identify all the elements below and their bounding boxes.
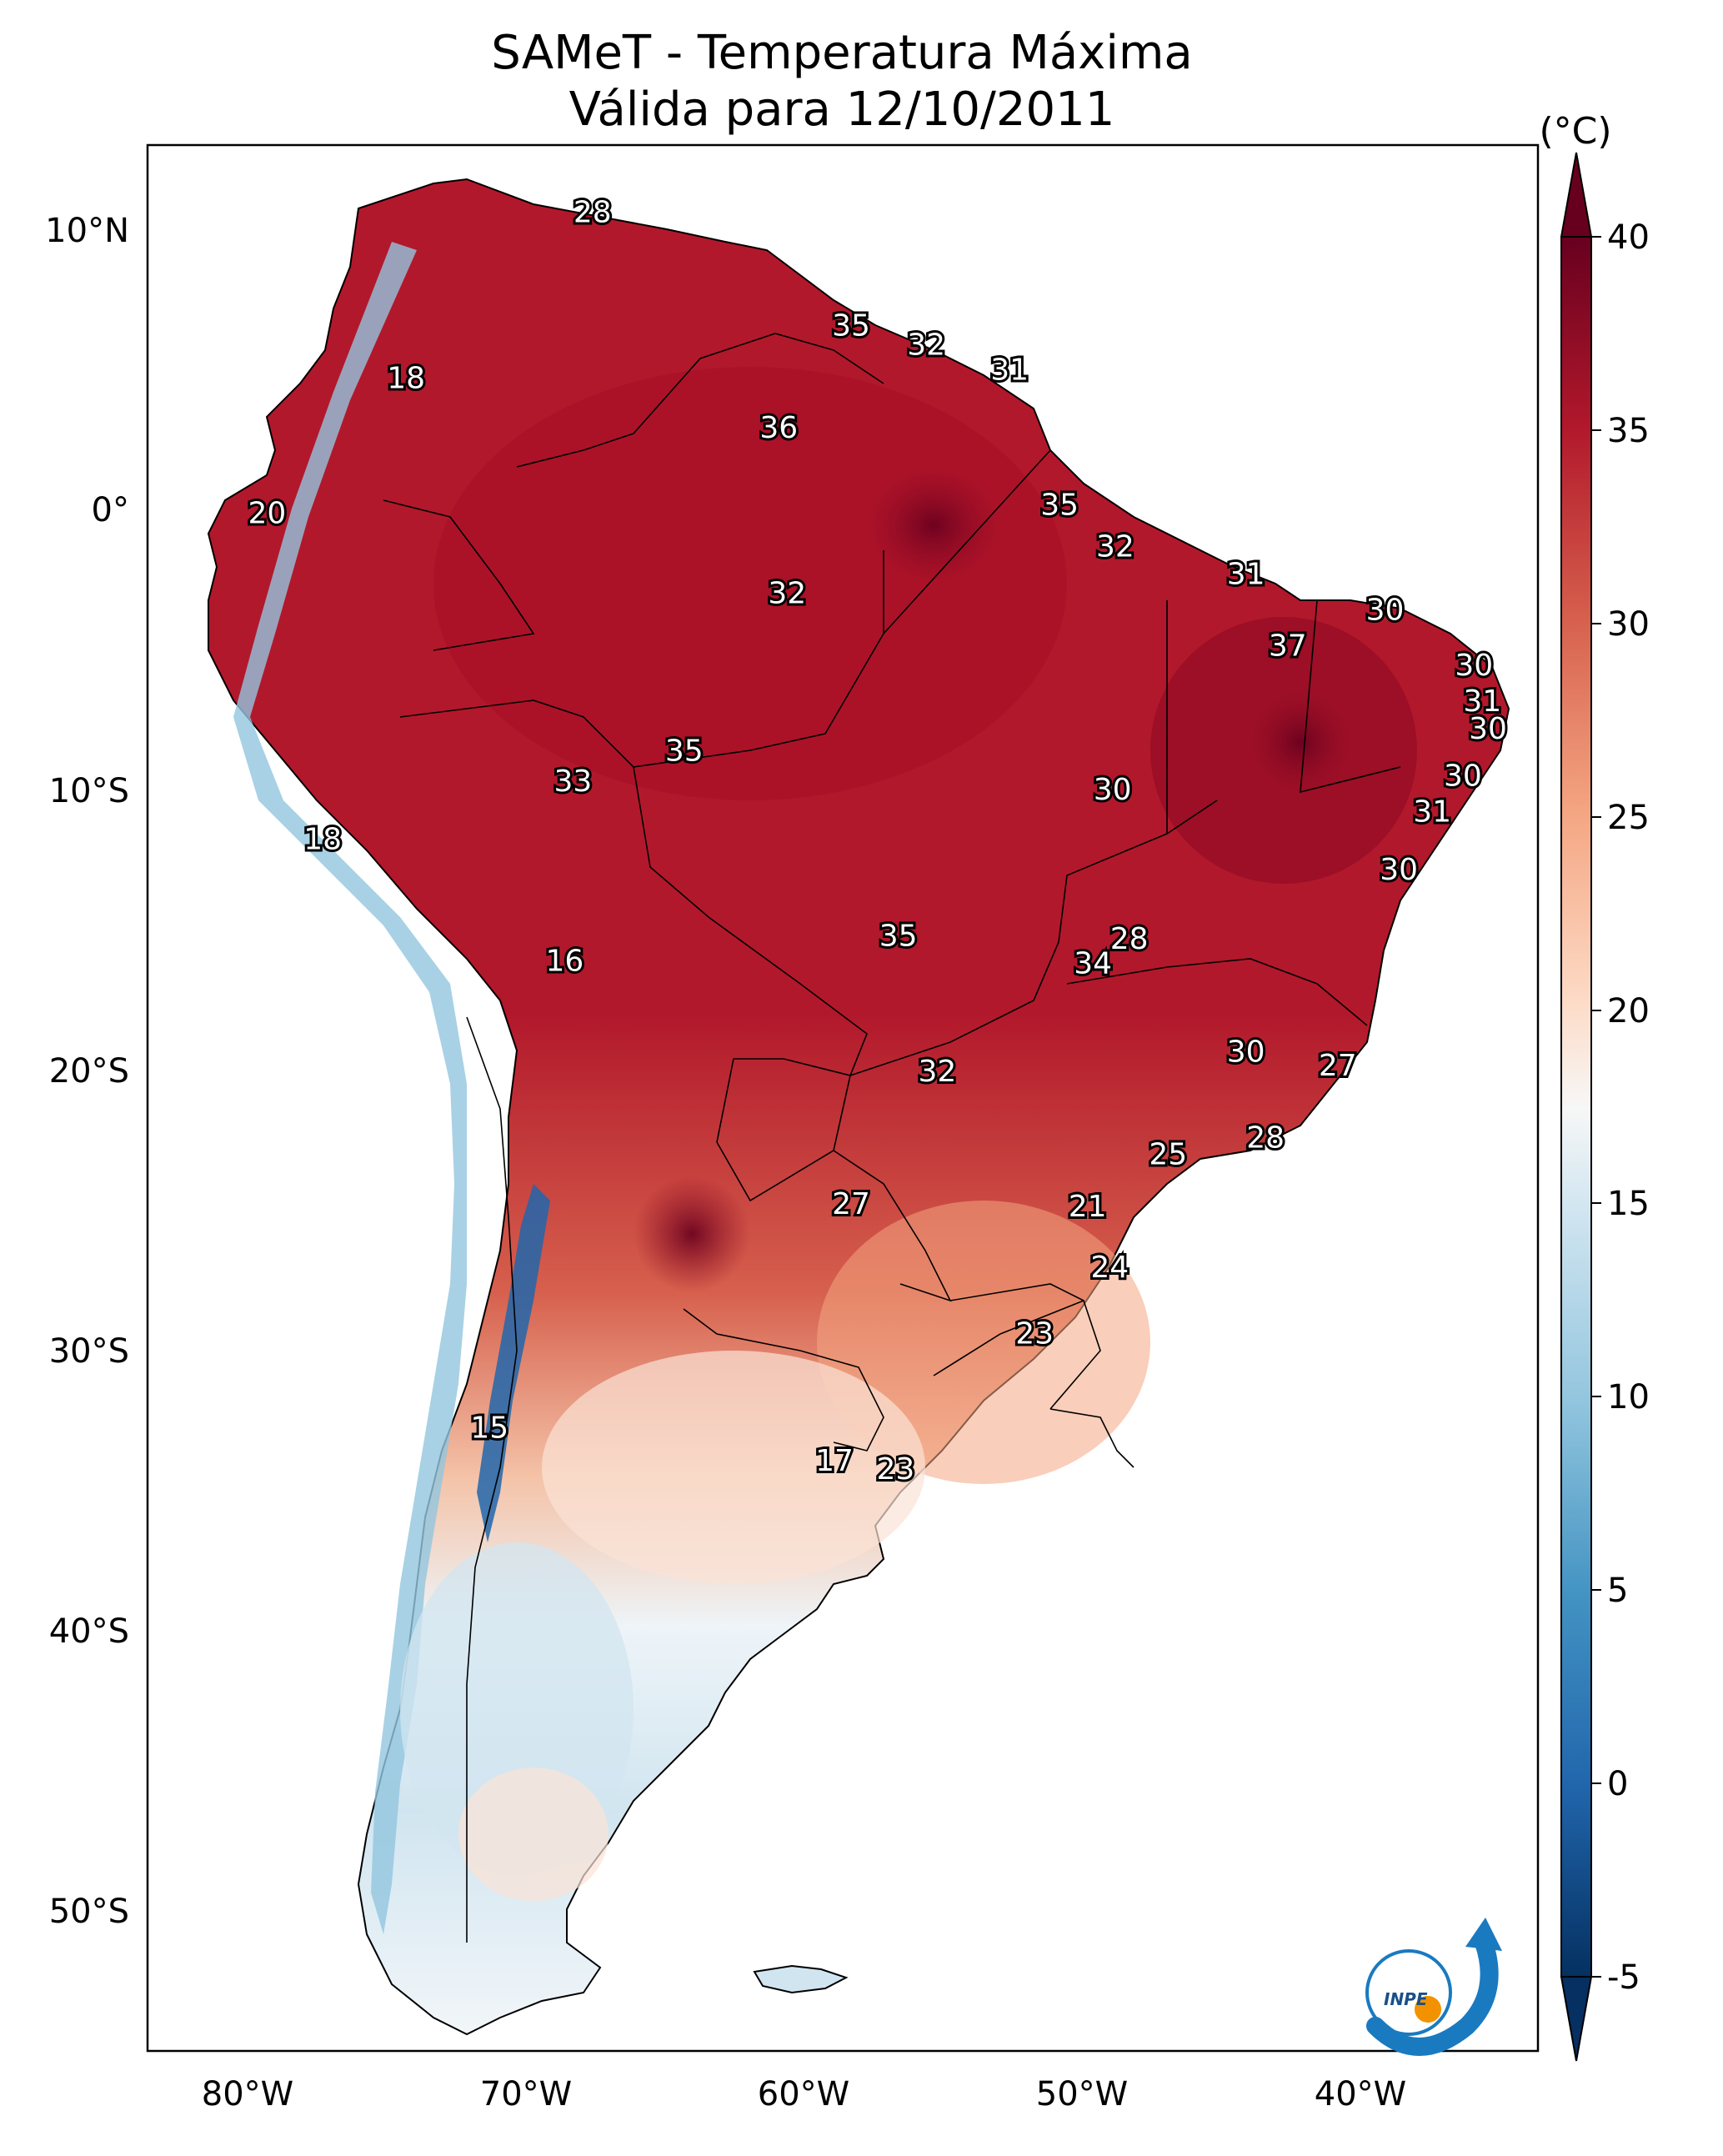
temperature-value-label: 35 xyxy=(665,735,704,769)
lon-tick-label: 50°W xyxy=(1036,2075,1128,2113)
colorbar-tick-label: 30 xyxy=(1607,605,1650,644)
lon-tick-label: 70°W xyxy=(480,2075,572,2113)
temperature-value-label: 30 xyxy=(1444,759,1482,793)
hot-region-amazon xyxy=(433,367,1067,800)
temperature-value-label: 31 xyxy=(1227,558,1265,592)
inpe-logo-ring xyxy=(1365,1949,1452,2036)
mild-region-pampas xyxy=(542,1351,925,1584)
map-title-line2: Válida para 12/10/2011 xyxy=(569,83,1115,137)
temperature-value-label: 28 xyxy=(1110,922,1149,956)
temperature-value-label: 25 xyxy=(1149,1137,1187,1171)
patagonia-mild-region xyxy=(458,1767,609,1901)
temperature-value-label: 18 xyxy=(387,361,425,395)
temperature-value-label: 36 xyxy=(759,411,798,445)
colorbar-tick-label: 0 xyxy=(1607,1765,1628,1803)
colorbar-tick-label: 25 xyxy=(1607,799,1650,837)
temperature-value-label: 30 xyxy=(1094,773,1132,807)
temperature-value-label: 24 xyxy=(1090,1251,1129,1285)
temperature-value-label: 15 xyxy=(470,1411,508,1445)
temperature-value-label: 30 xyxy=(1455,649,1493,683)
colorbar-tick-label: -5 xyxy=(1607,1958,1640,1997)
temperature-value-label: 32 xyxy=(918,1055,956,1089)
lat-tick-label: 50°S xyxy=(49,1893,129,1931)
temperature-value-label: 30 xyxy=(1227,1035,1265,1070)
lat-tick-label: 40°S xyxy=(49,1612,129,1651)
temperature-value-label: 32 xyxy=(1096,529,1134,564)
temperature-value-label: 33 xyxy=(553,765,592,799)
map-title-line1: SAMeT - Temperatura Máxima xyxy=(491,26,1193,80)
country-borders xyxy=(383,333,1401,1943)
temperature-value-label: 35 xyxy=(879,920,918,954)
temperature-value-label: 34 xyxy=(1074,947,1112,981)
hot-core-amazon xyxy=(867,467,1000,584)
colorbar: (°C) 40 35 30 25 20 15 10 5 0 -5 xyxy=(1539,110,1650,2062)
temperature-value-label: 27 xyxy=(1319,1049,1357,1083)
temperature-value-label: 16 xyxy=(545,944,584,978)
temperature-value-label: 31 xyxy=(990,353,1029,387)
colorbar-tick-label: 35 xyxy=(1607,412,1650,450)
colorbar-gradient xyxy=(1560,236,1592,1978)
temperature-value-label: 23 xyxy=(1015,1317,1054,1351)
temperature-value-label: 30 xyxy=(1469,712,1507,746)
colorbar-tick-label: 20 xyxy=(1607,992,1650,1030)
colorbar-tick-label: 15 xyxy=(1607,1185,1650,1223)
temperature-value-label: 37 xyxy=(1269,629,1307,664)
temperature-value-label: 35 xyxy=(1040,489,1079,523)
temperature-value-label: 20 xyxy=(248,497,286,531)
inpe-logo-orange-dot xyxy=(1415,1996,1441,2023)
lat-tick-label: 30°S xyxy=(49,1332,129,1371)
colorbar-top-extension xyxy=(1560,152,1593,238)
hot-core-chaco xyxy=(634,1176,750,1292)
colorbar-tick-label: 40 xyxy=(1607,218,1650,257)
inpe-logo-arrow-icon xyxy=(1465,1918,1502,1951)
temperature-value-label: 27 xyxy=(832,1187,870,1221)
lon-tick-label: 40°W xyxy=(1315,2075,1406,2113)
temperature-value-label: 32 xyxy=(907,328,945,363)
lon-tick-label: 60°W xyxy=(758,2075,849,2113)
temperature-value-label: 32 xyxy=(768,577,806,611)
map-frame xyxy=(146,143,1540,2053)
temperature-value-label: 28 xyxy=(1246,1121,1285,1155)
temperature-value-label: 30 xyxy=(1366,594,1405,628)
andes-very-cold-core xyxy=(477,1184,550,1542)
lat-tick-label: 10°N xyxy=(45,212,129,250)
temperature-value-label: 21 xyxy=(1069,1190,1107,1224)
temperature-value-label: 23 xyxy=(876,1452,914,1487)
colorbar-unit-label: (°C) xyxy=(1539,110,1611,153)
hot-core-piaui xyxy=(1250,692,1350,792)
temperature-value-label: 18 xyxy=(303,823,342,857)
temperature-value-label: 30 xyxy=(1380,853,1418,887)
colorbar-tick-label: 10 xyxy=(1607,1378,1650,1416)
latitude-axis: 10°N 0° 10°S 20°S 30°S 40°S 50°S xyxy=(45,212,129,1931)
lat-tick-label: 10°S xyxy=(49,772,129,810)
lat-tick-label: 0° xyxy=(92,491,129,529)
temperature-value-label: 28 xyxy=(573,196,612,230)
lon-tick-label: 80°W xyxy=(202,2075,293,2113)
inpe-logo-swoosh xyxy=(1366,1933,1499,2056)
temperature-value-label: 35 xyxy=(832,308,870,343)
inpe-logo: INPE xyxy=(1365,1918,1502,2056)
inpe-logo-text: INPE xyxy=(1384,1989,1428,2009)
colorbar-tick-label: 5 xyxy=(1607,1572,1628,1610)
lat-tick-label: 20°S xyxy=(49,1052,129,1091)
temperature-value-label: 31 xyxy=(1413,795,1451,829)
falkland-islands xyxy=(753,1964,849,1994)
colorbar-bottom-extension xyxy=(1560,1976,1593,2062)
temperature-value-label: 31 xyxy=(1463,684,1501,719)
colorbar-ticks xyxy=(1591,236,1601,1978)
longitude-axis: 80°W 70°W 60°W 50°W 40°W xyxy=(202,2075,1406,2113)
temperature-value-label: 17 xyxy=(815,1444,854,1478)
